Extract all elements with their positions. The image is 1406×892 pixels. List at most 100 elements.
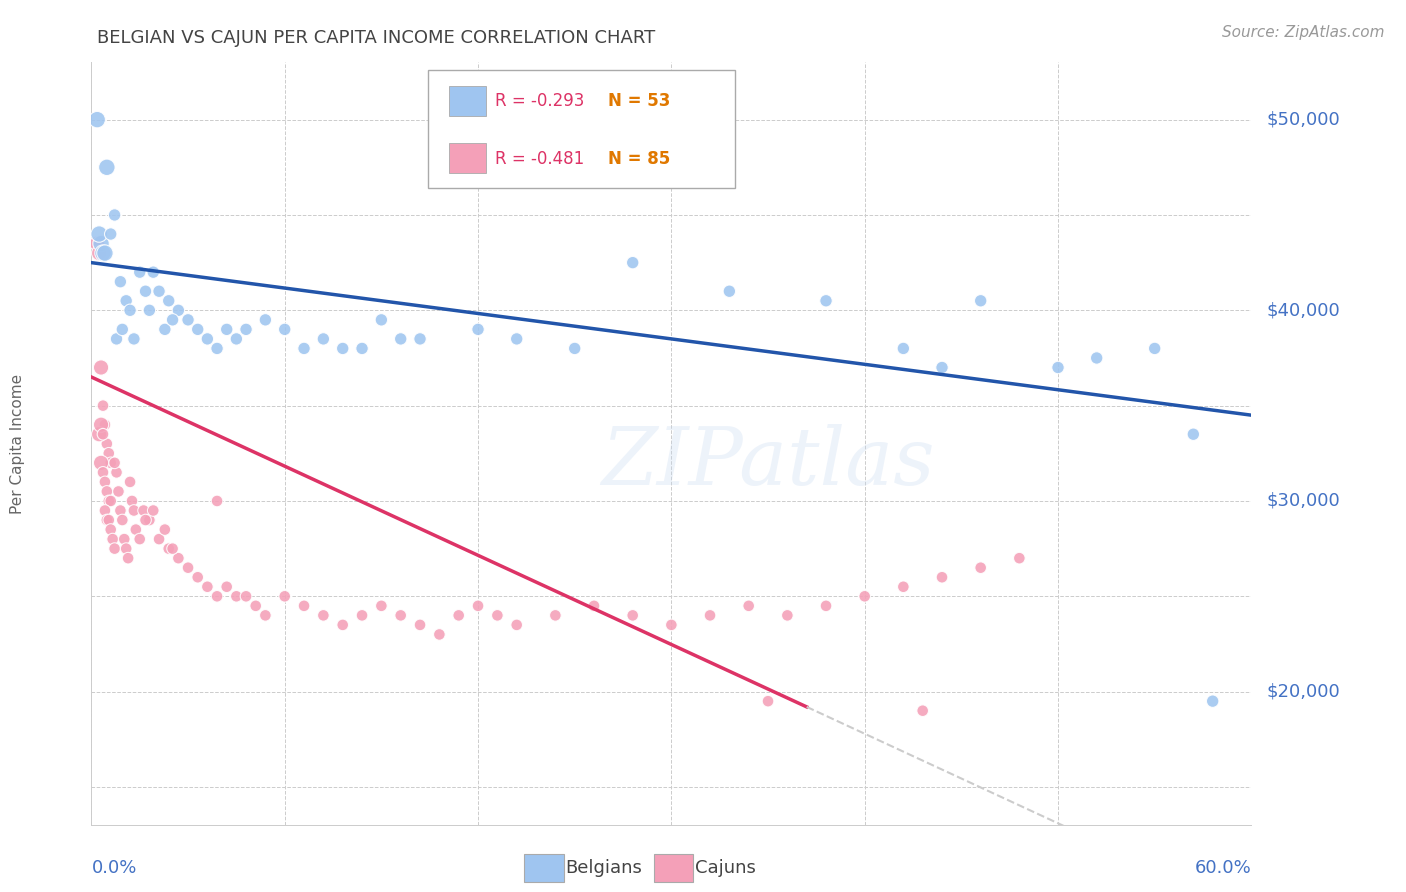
Text: 60.0%: 60.0%	[1195, 859, 1251, 878]
Point	[111, 322, 134, 336]
Point	[621, 608, 644, 623]
Point	[273, 322, 295, 336]
Point	[205, 589, 228, 603]
Point	[96, 513, 118, 527]
Point	[115, 541, 138, 556]
Point	[104, 208, 127, 222]
Point	[91, 399, 114, 413]
Point	[91, 466, 114, 480]
Point	[96, 161, 118, 175]
Text: R = -0.293: R = -0.293	[495, 93, 585, 111]
Point	[891, 580, 914, 594]
Point	[776, 608, 799, 623]
FancyBboxPatch shape	[449, 144, 486, 173]
Point	[544, 608, 567, 623]
Point	[389, 332, 412, 346]
Point	[132, 503, 155, 517]
Point	[148, 532, 170, 546]
Point	[352, 342, 374, 356]
Point	[107, 484, 129, 499]
Point	[254, 313, 277, 327]
Point	[177, 560, 200, 574]
FancyBboxPatch shape	[449, 87, 486, 116]
Point	[1182, 427, 1205, 442]
Point	[138, 513, 160, 527]
Point	[370, 313, 392, 327]
Point	[87, 427, 111, 442]
Point	[312, 608, 335, 623]
Point	[409, 332, 432, 346]
Point	[162, 313, 184, 327]
Point	[96, 436, 118, 450]
Point	[853, 589, 876, 603]
Point	[125, 523, 148, 537]
Point	[1201, 694, 1223, 708]
Point	[153, 322, 176, 336]
Point	[94, 417, 117, 432]
Point	[120, 475, 141, 489]
Point	[1143, 342, 1166, 356]
Text: Cajuns: Cajuns	[695, 859, 755, 877]
Point	[91, 246, 114, 260]
Point	[94, 246, 117, 260]
Point	[699, 608, 721, 623]
Point	[105, 466, 128, 480]
Point	[121, 494, 143, 508]
Point	[273, 589, 295, 603]
Point	[756, 694, 779, 708]
Point	[814, 293, 837, 308]
Point	[94, 475, 117, 489]
Point	[447, 608, 470, 623]
Point	[427, 627, 450, 641]
Point	[138, 303, 160, 318]
Point	[167, 303, 190, 318]
Point	[891, 342, 914, 356]
Point	[225, 589, 247, 603]
Point	[105, 332, 128, 346]
Point	[195, 332, 219, 346]
Text: Belgians: Belgians	[565, 859, 643, 877]
Point	[157, 293, 180, 308]
Point	[157, 541, 180, 556]
Point	[187, 322, 209, 336]
Text: 0.0%: 0.0%	[91, 859, 136, 878]
Point	[122, 332, 145, 346]
Point	[117, 551, 139, 566]
Point	[292, 342, 315, 356]
Point	[225, 332, 247, 346]
Point	[111, 513, 134, 527]
Text: N = 85: N = 85	[607, 150, 669, 168]
FancyBboxPatch shape	[427, 70, 735, 188]
Point	[94, 503, 117, 517]
Text: BELGIAN VS CAJUN PER CAPITA INCOME CORRELATION CHART: BELGIAN VS CAJUN PER CAPITA INCOME CORRE…	[97, 29, 655, 47]
Point	[659, 618, 682, 632]
Point	[370, 599, 392, 613]
Point	[332, 618, 354, 632]
Point	[110, 503, 132, 517]
Text: ZIPatlas: ZIPatlas	[602, 424, 935, 501]
Point	[153, 523, 176, 537]
Point	[235, 322, 257, 336]
Point	[104, 456, 127, 470]
Point	[486, 608, 509, 623]
Point	[467, 322, 489, 336]
Point	[409, 618, 432, 632]
Text: $50,000: $50,000	[1267, 111, 1340, 128]
Point	[931, 570, 953, 584]
Point	[177, 313, 200, 327]
Point	[101, 532, 124, 546]
Point	[621, 255, 644, 269]
Point	[245, 599, 267, 613]
Point	[120, 303, 141, 318]
Point	[235, 589, 257, 603]
Point	[389, 608, 412, 623]
Point	[1046, 360, 1069, 375]
Point	[135, 513, 156, 527]
Point	[100, 523, 122, 537]
Point	[100, 494, 122, 508]
Point	[148, 284, 170, 298]
Text: Source: ZipAtlas.com: Source: ZipAtlas.com	[1222, 25, 1385, 40]
Point	[969, 293, 991, 308]
Point	[195, 580, 219, 594]
Point	[142, 265, 165, 279]
